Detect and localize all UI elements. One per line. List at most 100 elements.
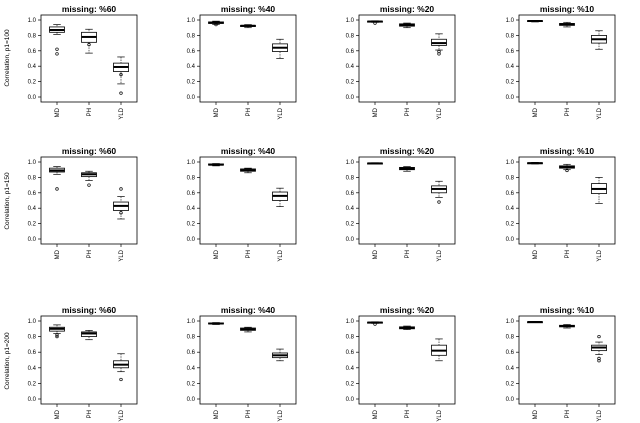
panel-title: missing: %40 [221,4,276,14]
outlier-point [597,356,601,361]
y-tick-label: 0.4 [28,64,37,70]
box-ph [240,326,256,333]
x-tick-label: MD [55,409,61,419]
box-md [49,166,65,191]
y-tick-label: 1.0 [346,18,355,24]
y-tick-label: 0.2 [187,80,196,86]
y-tick-label: 0.4 [187,206,196,212]
box-md [367,20,383,25]
x-tick-label: MD [533,409,539,419]
panel-r0-c0: missing: %60 0.0 0.2 0.4 0.6 0.8 1.0 MD PH YLD [28,4,138,120]
y-tick-label: 0.4 [28,366,37,372]
y-tick-label: 0.2 [346,80,355,86]
panel-r1-c1: missing: %40 0.0 0.2 0.4 0.6 0.8 1.0 MD PH YLD [187,146,297,262]
panel-title: missing: %10 [540,146,595,156]
y-tick-label: 0.2 [28,80,37,86]
y-tick-label: 0.2 [28,381,37,387]
box-ph [240,24,256,29]
y-tick-label: 1.0 [28,160,37,166]
box-yld [591,334,607,363]
y-tick-label: 0.8 [187,33,196,39]
box-ph [81,170,97,187]
x-tick-label: YLD [437,249,443,261]
panel-r0-c2: missing: %20 0.0 0.2 0.4 0.6 0.8 1.0 MD PH YLD [346,4,456,120]
y-tick-label: 0.6 [28,191,37,197]
row-label-p1-100: Correlation, p1=100 [4,29,11,87]
outlier-point [119,187,123,191]
box-md [527,162,543,165]
panel-r1-c3: missing: %10 0.0 0.2 0.4 0.6 0.8 1.0 MD PH YLD [506,146,616,262]
panel-title: missing: %20 [380,4,435,14]
panel-title: missing: %20 [380,305,435,315]
y-tick-label: 0.0 [506,95,515,101]
y-tick-label: 0.6 [187,49,196,55]
x-tick-label: PH [565,108,571,116]
y-tick-label: 0.2 [506,222,515,228]
x-tick-label: YLD [119,409,125,421]
y-tick-label: 0.4 [346,64,355,70]
outlier-point [214,22,218,27]
x-tick-label: MD [214,249,220,259]
y-tick-label: 0.4 [346,366,355,372]
y-tick-label: 0.8 [28,335,37,341]
y-tick-label: 0.4 [187,366,196,372]
box-md [367,321,383,326]
x-tick-label: MD [533,107,539,117]
x-tick-label: MD [55,107,61,117]
outlier-point [119,211,123,215]
y-tick-label: 0.6 [28,49,37,55]
y-tick-label: 0.4 [506,64,515,70]
y-tick-label: 0.0 [28,237,37,243]
x-tick-label: MD [214,409,220,419]
panel-title: missing: %20 [380,146,435,156]
x-tick-label: YLD [437,409,443,421]
y-tick-label: 0.4 [187,64,196,70]
y-tick-label: 0.0 [187,397,196,403]
row-labels: Correlation, p1=100 Correlation, p1=150 … [4,29,11,390]
y-tick-label: 0.8 [506,335,515,341]
panel-title: missing: %40 [221,146,276,156]
x-tick-label: PH [87,108,93,116]
box-yld [272,187,288,208]
box-md [527,321,543,324]
x-tick-label: YLD [597,107,603,119]
y-tick-label: 1.0 [506,160,515,166]
y-tick-label: 0.6 [28,350,37,356]
plot-frame [518,156,616,245]
box-yld [431,338,447,362]
box-yld [591,30,607,50]
y-tick-label: 0.0 [346,95,355,101]
box-yld [113,187,129,220]
box-md [208,163,224,167]
y-tick-label: 0.2 [506,80,515,86]
panels: missing: %60 0.0 0.2 0.4 0.6 0.8 1.0 MD PH YLD mis… [28,4,616,422]
outlier-point [437,200,441,204]
y-tick-label: 0.0 [28,95,37,101]
y-tick-label: 0.8 [506,175,515,181]
outlier-point [87,183,91,187]
panel-r2-c2: missing: %20 0.0 0.2 0.4 0.6 0.8 1.0 MD PH YLD [346,305,456,422]
box-md [49,324,65,339]
x-tick-label: YLD [278,409,284,421]
y-tick-label: 0.8 [28,175,37,181]
box-ph [559,21,575,28]
y-tick-label: 0.6 [506,49,515,55]
outlier-point [119,91,123,95]
x-tick-label: MD [55,249,61,259]
outlier-point [597,334,601,339]
x-tick-label: PH [565,410,571,418]
box-ph [399,325,415,330]
x-tick-label: PH [405,410,411,418]
y-tick-label: 0.6 [506,350,515,356]
x-tick-label: MD [373,249,379,259]
panel-r2-c0: missing: %60 0.0 0.2 0.4 0.6 0.8 1.0 MD PH YLD [28,305,138,422]
plot-frame [518,14,616,103]
y-tick-label: 0.2 [187,222,196,228]
y-tick-label: 0.2 [506,381,515,387]
panel-title: missing: %60 [62,4,117,14]
box-ph [240,167,256,174]
y-tick-label: 0.2 [346,381,355,387]
outlier-point [87,42,91,47]
y-tick-label: 0.8 [187,175,196,181]
